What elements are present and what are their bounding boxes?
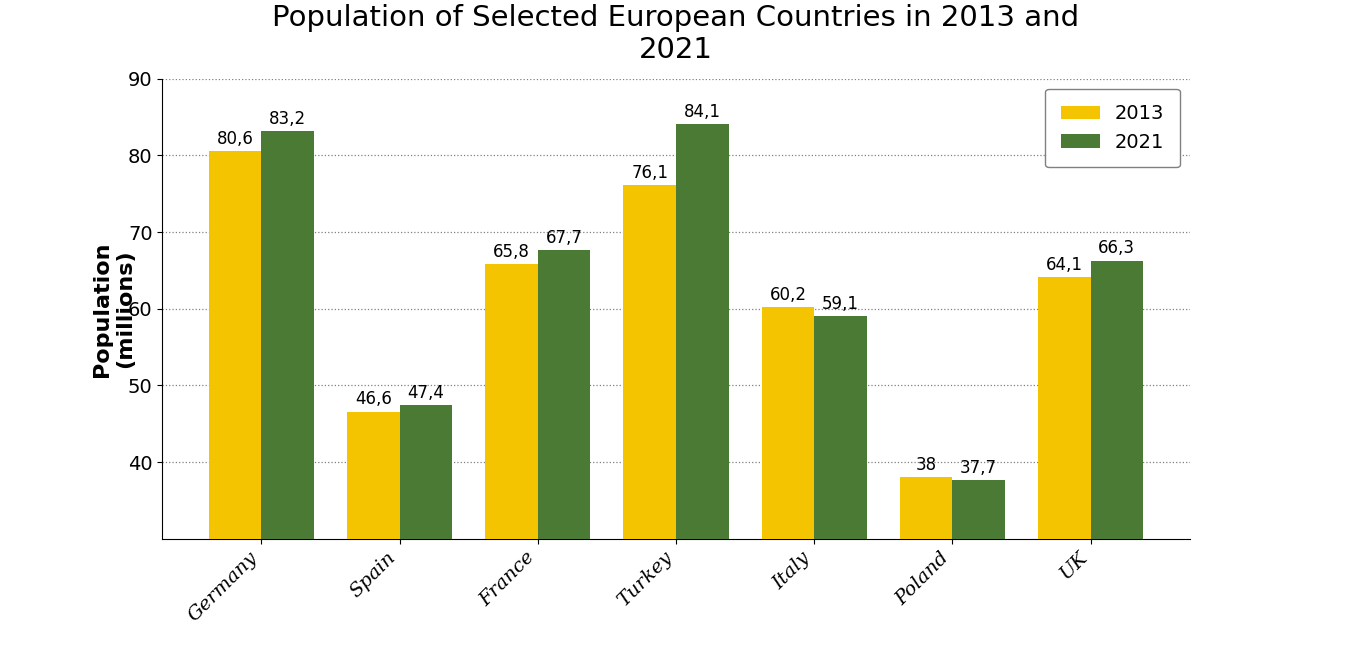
Y-axis label: Population
(millions): Population (millions): [92, 241, 135, 376]
Text: 66,3: 66,3: [1098, 239, 1136, 258]
Text: 67,7: 67,7: [546, 229, 583, 246]
Bar: [900, 478, 952, 539]
Text: 59,1: 59,1: [822, 294, 859, 313]
Bar: [952, 480, 1005, 539]
Bar: [623, 185, 676, 539]
Bar: [814, 316, 867, 539]
Text: 38: 38: [915, 457, 937, 474]
Bar: [761, 307, 814, 539]
Text: 83,2: 83,2: [269, 110, 307, 128]
Text: 47,4: 47,4: [407, 384, 445, 402]
Bar: [1091, 261, 1142, 539]
Text: 76,1: 76,1: [631, 164, 668, 183]
Title: Population of Selected European Countries in 2013 and
2021: Population of Selected European Countrie…: [273, 3, 1079, 64]
Text: 80,6: 80,6: [216, 130, 254, 148]
Bar: [538, 250, 591, 539]
Text: 65,8: 65,8: [493, 243, 530, 261]
Bar: [676, 124, 729, 539]
Text: 37,7: 37,7: [960, 459, 998, 477]
Bar: [347, 411, 400, 539]
Bar: [261, 131, 314, 539]
Text: 84,1: 84,1: [684, 103, 721, 121]
Legend: 2013, 2021: 2013, 2021: [1045, 89, 1180, 168]
Bar: [485, 264, 538, 539]
Bar: [1038, 277, 1091, 539]
Text: 64,1: 64,1: [1046, 256, 1083, 275]
Text: 60,2: 60,2: [769, 286, 806, 304]
Bar: [400, 405, 452, 539]
Text: 46,6: 46,6: [356, 390, 392, 409]
Bar: [210, 151, 261, 539]
